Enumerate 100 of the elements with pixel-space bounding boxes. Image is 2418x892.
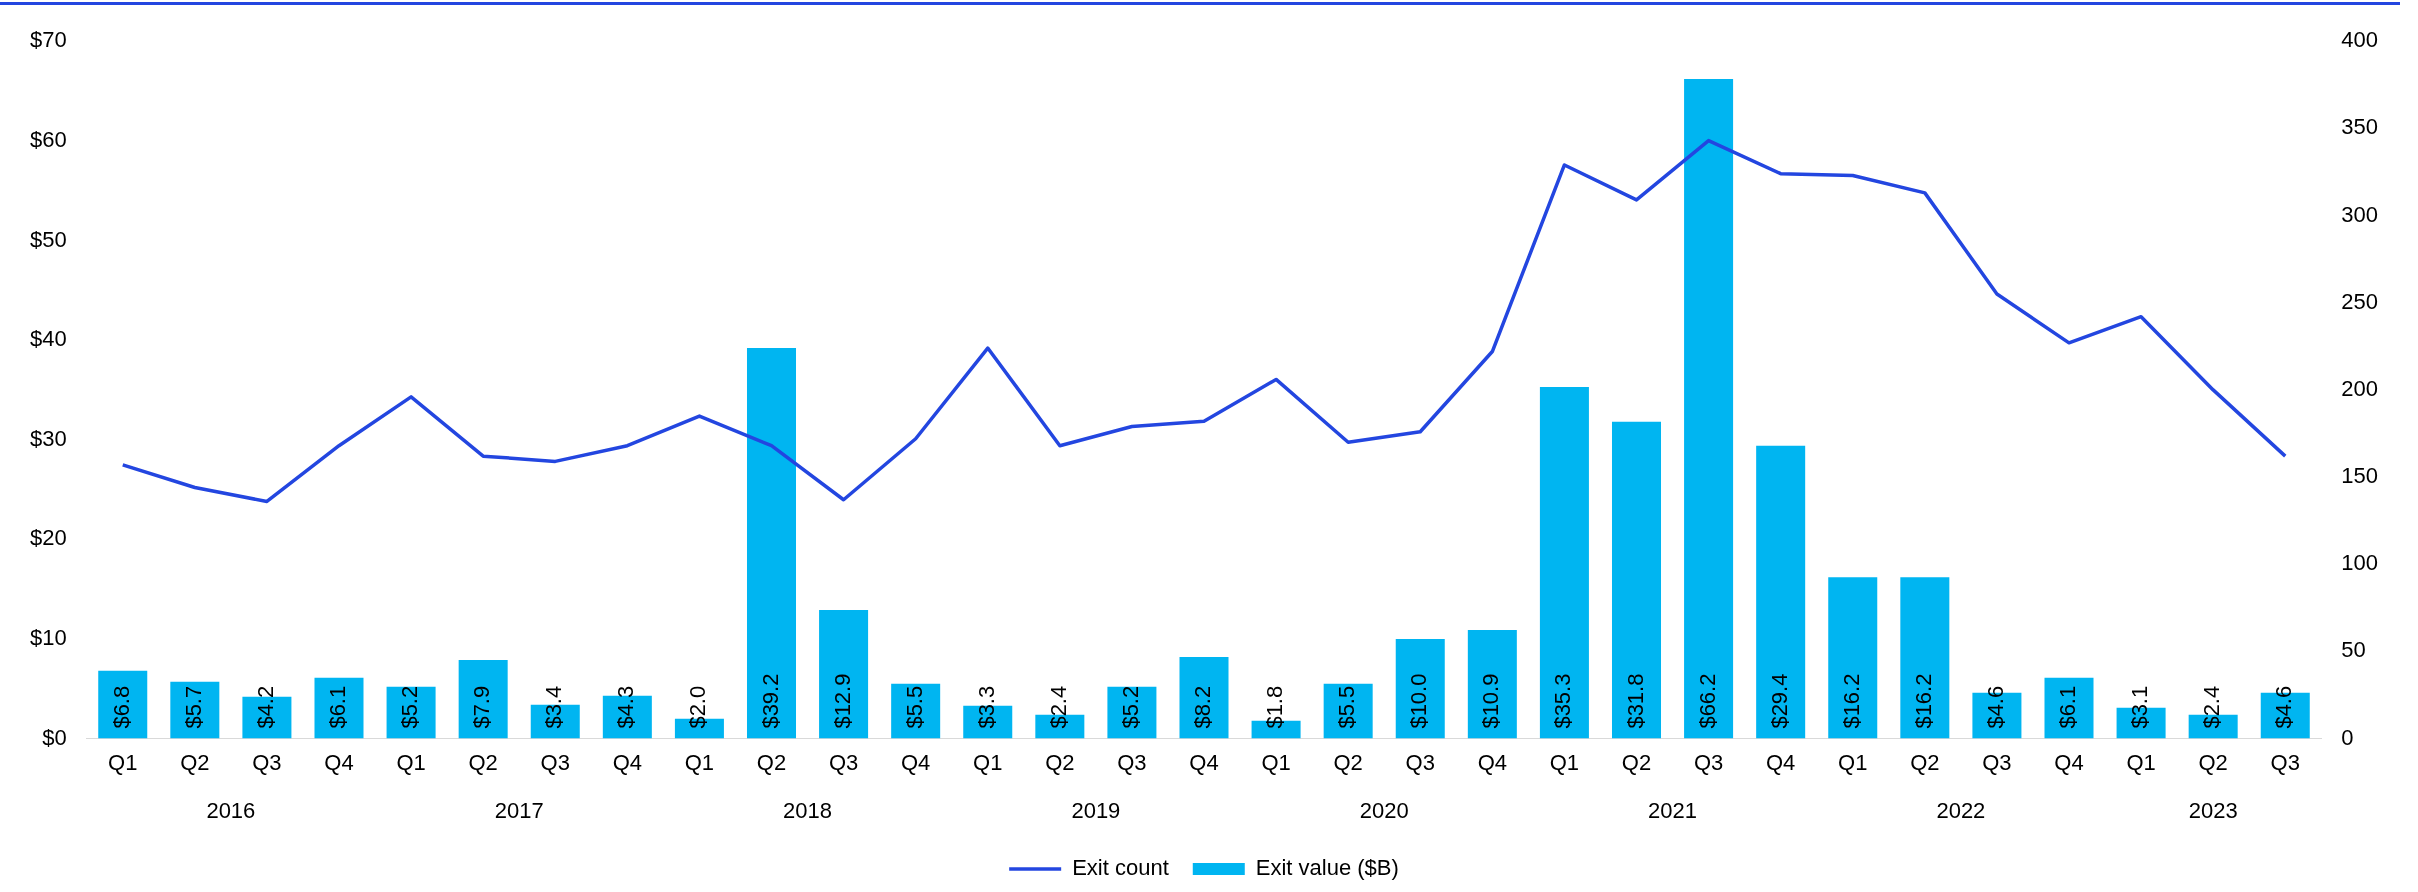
data-label: $4.6 [1982,685,2008,729]
y2-tick-label: 350 [2341,114,2379,140]
y-tick-label: $30 [29,425,67,451]
data-label: $66.2 [1694,673,1720,729]
data-label: $3.3 [973,685,999,729]
data-label: $5.5 [901,685,927,729]
text: 2021 [1648,798,1698,824]
data-label: $3.1 [2127,685,2153,729]
x-tick-label: Q4 [900,749,931,775]
bar [2044,677,2094,739]
y2-tick-label: 0 [2341,724,2354,750]
y-tick-label: $50 [29,226,67,252]
text: 2016 [206,798,256,824]
bar [1179,656,1229,739]
data-label: $6.8 [108,685,134,729]
data-label: $2.4 [1045,685,1071,729]
data-label: $6.1 [2055,685,2081,729]
bar [1467,630,1517,739]
bar [314,677,364,739]
text: 2017 [494,798,544,824]
data-label: $35.3 [1550,673,1576,729]
y2-tick-label: 300 [2341,201,2379,227]
y2-tick-label: 100 [2341,550,2379,576]
x-tick-label: Q1 [1838,749,1868,775]
x-tick-label: Q2 [756,749,787,775]
data-label: $10.0 [1406,673,1432,729]
x-tick-label: Q3 [540,749,570,775]
x-tick-label: Q4 [1189,749,1219,775]
legend-label: Exit value ($B) [1255,855,1399,881]
data-label: $39.2 [757,673,783,729]
y-tick-label: $10 [29,625,67,651]
bar [1900,577,1950,739]
data-label: $5.2 [1117,685,1143,729]
x-tick-label: Q2 [1910,749,1940,775]
text: 2018 [783,798,833,824]
x-tick-label: Q4 [612,749,643,775]
bar [746,348,797,739]
x-tick-label: Q4 [1477,749,1508,775]
data-label: $10.9 [1478,673,1504,729]
bar [1539,386,1589,739]
x-tick-label: Q2 [1333,749,1363,775]
x-tick-label: Q3 [2270,749,2300,775]
y2-tick-label: 50 [2341,637,2366,663]
y2-tick-label: 200 [2341,375,2379,401]
data-label: $1.8 [1262,685,1288,729]
x-tick-label: Q1 [973,749,1003,775]
data-label: $6.1 [325,685,351,729]
data-label: $2.0 [685,685,711,729]
text: 2019 [1071,798,1121,824]
x-tick-label: Q2 [1621,749,1652,775]
x-tick-label: Q3 [1117,749,1147,775]
y2-tick-label: 400 [2341,27,2379,53]
data-label: $16.2 [1910,673,1936,729]
bar [1395,638,1445,739]
bar [1611,421,1662,739]
data-label: $5.2 [397,685,423,729]
x-tick-label: Q2 [2198,749,2228,775]
bar [458,659,508,739]
legend-label: Exit count [1072,855,1169,881]
y2-tick-label: 250 [2341,288,2379,314]
text: 2022 [1936,798,1986,824]
y-tick-label: $70 [29,27,67,53]
x-tick-label: Q1 [1549,749,1580,775]
x-tick-label: Q1 [1261,749,1291,775]
x-tick-label: Q1 [684,749,715,775]
data-label: $12.9 [829,673,855,729]
x-tick-label: Q1 [396,749,426,775]
text: 2020 [1359,798,1409,824]
data-label: $8.2 [1190,685,1216,729]
data-label: $2.4 [2199,685,2225,729]
x-tick-label: Q3 [1405,749,1435,775]
x-tick-label: Q3 [1982,749,2012,775]
y2-tick-label: 150 [2341,463,2379,489]
bar [819,610,869,739]
data-label: $4.3 [613,685,639,729]
data-label: $4.6 [2271,685,2297,729]
x-tick-label: Q3 [1693,749,1724,775]
x-tick-label: Q1 [2126,749,2156,775]
data-label: $3.4 [541,685,567,729]
y-tick-label: $40 [29,326,67,352]
bar [1828,577,1878,739]
data-label: $4.2 [252,685,278,729]
x-tick-label: Q2 [1045,749,1075,775]
data-label: $29.4 [1766,673,1792,729]
x-tick-label: Q3 [828,749,859,775]
data-label: $7.9 [469,685,495,729]
data-label: $16.2 [1838,673,1864,729]
y-tick-label: $20 [29,525,67,551]
x-tick-label: Q4 [2054,749,2084,775]
x-tick-label: Q3 [252,749,282,775]
x-tick-label: Q1 [108,749,138,775]
data-label: $5.5 [1334,685,1360,729]
x-tick-label: Q2 [180,749,210,775]
data-label: $5.7 [180,685,206,729]
y-tick-label: $0 [42,724,67,750]
data-label: $31.8 [1622,673,1648,729]
text: 2023 [2188,798,2238,824]
x-tick-label: Q4 [324,749,354,775]
x-tick-label: Q4 [1765,749,1796,775]
x-tick-label: Q2 [468,749,498,775]
